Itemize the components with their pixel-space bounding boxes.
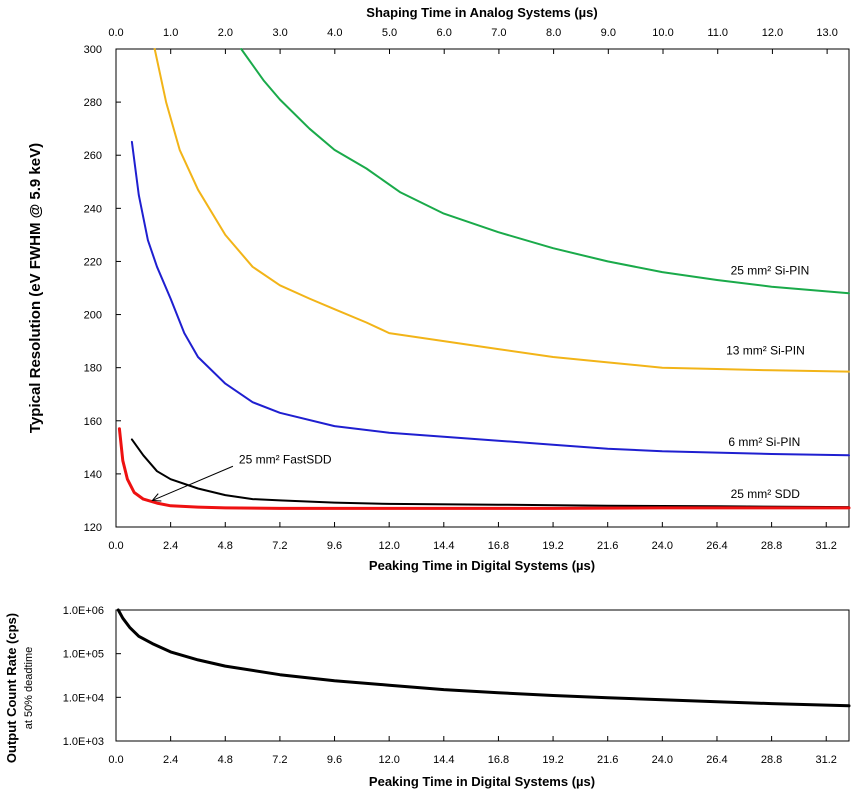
resolution-chart: 0.0 1.0 2.0 3.0 4.0 5.0 6.0 7.0 8.0 9.0 10.0 11.0 12…: [27, 5, 851, 573]
y-tick-label: 280: [84, 97, 102, 109]
series-label-5: 25 mm² FastSDD: [239, 452, 332, 466]
count-rate-y-axis-title: Output Count Rate (cps): [4, 613, 19, 763]
count-x-tick-label: 12.0: [378, 754, 399, 766]
count-x-tick-label: 31.2: [816, 754, 837, 766]
x-tick-label: 14.4: [433, 540, 454, 552]
top-x-axis-title: Shaping Time in Analog Systems (µs): [366, 5, 597, 20]
series-line-3: [130, 140, 850, 457]
resolution-plot-frame: [115, 48, 850, 528]
resolution-x-axis-title: Peaking Time in Digital Systems (µs): [369, 558, 595, 573]
resolution-y-axis-title: Typical Resolution (eV FWHM @ 5.9 keV): [27, 143, 44, 433]
series-label-2: 13 mm² Si-PIN: [726, 343, 805, 357]
top-x-tick-label: 13.0: [816, 27, 837, 39]
y-tick-label: 160: [84, 416, 102, 428]
x-tick-label: 9.6: [327, 540, 342, 552]
top-x-tick-label: 9.0: [601, 27, 616, 39]
count-x-tick-label: 2.4: [163, 754, 178, 766]
count-y-tick-label: 1.0E+05: [63, 649, 104, 661]
x-tick-label: 2.4: [163, 540, 178, 552]
count-y-tick-label: 1.0E+03: [63, 736, 104, 748]
y-tick-label: 240: [84, 203, 102, 215]
top-x-tick-label: 4.0: [327, 27, 342, 39]
top-x-tick-label: 0.0: [108, 27, 123, 39]
top-axis-ticks: 0.0 1.0 2.0 3.0 4.0 5.0 6.0 7.0 8.0 9.0 10.0 11.0 12…: [108, 27, 838, 54]
count-y-tick-label: 1.0E+06: [63, 605, 104, 617]
x-tick-label: 0.0: [108, 540, 123, 552]
y-tick-label: 140: [84, 469, 102, 481]
count-x-tick-label: 9.6: [327, 754, 342, 766]
x-tick-label: 26.4: [706, 540, 727, 552]
count-y-tick-label: 1.0E+04: [63, 692, 104, 704]
top-x-tick-label: 12.0: [762, 27, 783, 39]
y-tick-label: 260: [84, 150, 102, 162]
x-tick-label: 7.2: [272, 540, 287, 552]
x-tick-label: 19.2: [542, 540, 563, 552]
top-x-tick-label: 8.0: [546, 27, 561, 39]
count-x-tick-label: 24.0: [652, 754, 673, 766]
resolution-x-axis-ticks: 0.0 2.4 4.8 7.2 9.6 12.0 14.4 16.8 19.2 21.6 24.0 2…: [108, 522, 837, 552]
count-x-tick-label: 28.8: [761, 754, 782, 766]
series-label-4: 25 mm² SDD: [731, 487, 801, 501]
count-x-tick-label: 19.2: [542, 754, 563, 766]
series-line-2: [153, 48, 850, 373]
count-x-tick-label: 14.4: [433, 754, 454, 766]
top-x-tick-label: 7.0: [491, 27, 506, 39]
top-x-tick-label: 11.0: [707, 27, 728, 39]
resolution-series-lines: [117, 48, 851, 510]
top-x-tick-label: 3.0: [272, 27, 287, 39]
count-x-tick-label: 21.6: [597, 754, 618, 766]
top-x-tick-label: 6.0: [437, 27, 452, 39]
series-line-4: [130, 438, 850, 509]
top-x-tick-label: 10.0: [652, 27, 673, 39]
count-x-tick-label: 0.0: [108, 754, 123, 766]
series-line-5: [117, 427, 851, 510]
top-x-tick-label: 5.0: [382, 27, 397, 39]
y-tick-label: 180: [84, 363, 102, 375]
count-x-tick-label: 16.8: [488, 754, 509, 766]
y-tick-label: 200: [84, 310, 102, 322]
count-rate-plot-frame: [115, 609, 850, 742]
x-tick-label: 12.0: [378, 540, 399, 552]
top-x-tick-label: 1.0: [163, 27, 178, 39]
x-tick-label: 21.6: [597, 540, 618, 552]
top-x-tick-label: 2.0: [218, 27, 233, 39]
count-rate-chart: 0.0 2.4 4.8 7.2 9.6 12.0 14.4 16.8 19.2 21.6 24.0 2…: [4, 605, 851, 789]
count-rate-x-axis-ticks: 0.0 2.4 4.8 7.2 9.6 12.0 14.4 16.8 19.2 21.6 24.0 2…: [108, 736, 837, 766]
series-line-1: [240, 48, 850, 295]
y-tick-label: 120: [84, 522, 102, 534]
count-rate-y-axis-ticks: 1.0E+03 1.0E+04 1.0E+05 1.0E+06: [63, 605, 121, 748]
y-tick-label: 220: [84, 256, 102, 268]
annotation-arrow-line: [152, 465, 234, 501]
count-x-tick-label: 7.2: [272, 754, 287, 766]
count-rate-y-axis-subtitle: at 50% deadtime: [23, 647, 35, 730]
count-x-tick-label: 4.8: [218, 754, 233, 766]
x-tick-label: 28.8: [761, 540, 782, 552]
annotation-arrow-head: [151, 493, 162, 502]
count-rate-series-line: [116, 608, 851, 708]
resolution-annotations: 25 mm² Si-PIN 13 mm² Si-PIN 6 mm² Si-PIN 25…: [151, 264, 810, 502]
resolution-y-axis-ticks: 120 140 160 180 200 220 240 260 280 300: [84, 44, 121, 534]
series-label-3: 6 mm² Si-PIN: [728, 435, 800, 449]
x-tick-label: 31.2: [816, 540, 837, 552]
x-tick-label: 24.0: [652, 540, 673, 552]
x-tick-label: 4.8: [218, 540, 233, 552]
y-tick-label: 300: [84, 44, 102, 56]
count-x-tick-label: 26.4: [706, 754, 727, 766]
count-rate-line: [116, 608, 851, 708]
x-tick-label: 16.8: [488, 540, 509, 552]
series-label-1: 25 mm² Si-PIN: [731, 264, 810, 278]
count-rate-x-axis-title: Peaking Time in Digital Systems (µs): [369, 774, 595, 789]
